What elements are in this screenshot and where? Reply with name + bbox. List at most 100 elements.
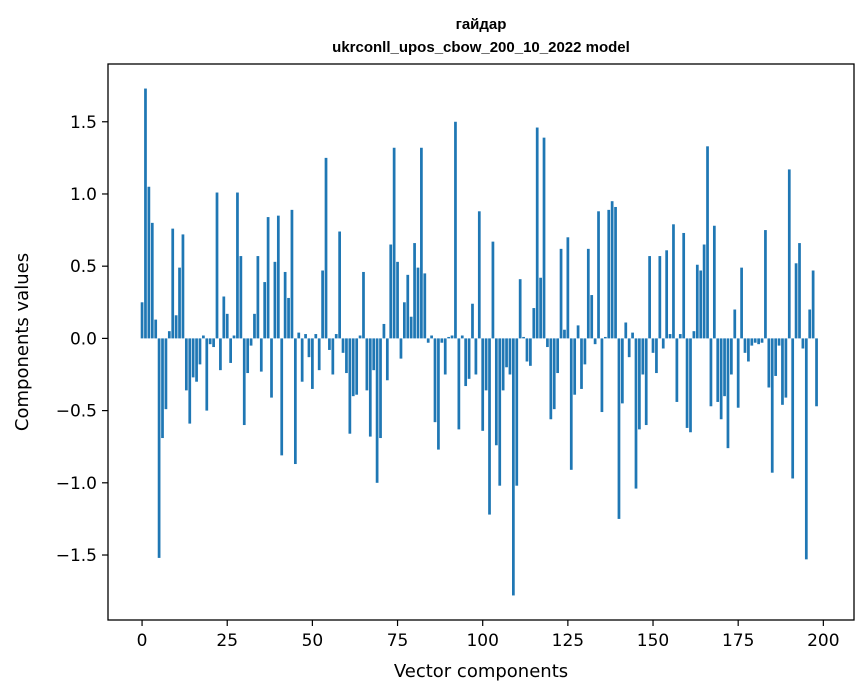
bar-194 xyxy=(801,338,805,349)
bar-177 xyxy=(743,338,747,353)
bar-80 xyxy=(413,243,416,339)
bar-13 xyxy=(184,338,188,391)
bar-106 xyxy=(501,338,505,391)
bar-171 xyxy=(723,338,726,397)
bar-21 xyxy=(212,338,215,348)
bar-46 xyxy=(297,332,301,339)
bar-185 xyxy=(770,338,774,473)
bar-162 xyxy=(692,331,696,339)
x-tick-label: 175 xyxy=(722,631,754,651)
bar-15 xyxy=(191,338,195,378)
bar-86 xyxy=(433,338,437,423)
bar-134 xyxy=(597,211,600,339)
bar-152 xyxy=(658,256,662,339)
bar-63 xyxy=(355,338,359,395)
bar-93 xyxy=(457,338,461,430)
bar-98 xyxy=(474,338,478,375)
bar-111 xyxy=(518,279,522,339)
bar-132 xyxy=(590,295,594,339)
bars-group xyxy=(140,88,818,596)
bar-176 xyxy=(740,267,743,339)
bar-10 xyxy=(174,315,178,339)
bar-33 xyxy=(253,313,256,339)
bar-87 xyxy=(437,338,440,450)
bar-41 xyxy=(280,338,284,456)
bar-109 xyxy=(512,338,515,596)
bar-192 xyxy=(794,263,798,339)
bar-167 xyxy=(709,338,713,407)
bar-3 xyxy=(150,222,154,339)
bar-187 xyxy=(777,338,781,346)
x-tick-label: 0 xyxy=(137,631,148,651)
bar-175 xyxy=(736,338,740,408)
bar-34 xyxy=(256,256,260,339)
bar-36 xyxy=(263,282,267,339)
x-tick-label: 125 xyxy=(552,631,584,651)
bar-44 xyxy=(290,209,294,339)
y-tick-label: 0.0 xyxy=(70,329,97,349)
bar-139 xyxy=(614,206,617,339)
bar-27 xyxy=(232,335,236,339)
y-tick-label: −1.0 xyxy=(56,474,97,494)
bar-137 xyxy=(607,209,611,339)
y-tick-label: −1.5 xyxy=(56,546,97,566)
bar-14 xyxy=(188,338,192,424)
bar-89 xyxy=(443,338,447,375)
bar-67 xyxy=(368,338,372,437)
bar-9 xyxy=(171,228,175,339)
bar-107 xyxy=(505,338,508,368)
bar-102 xyxy=(488,338,491,515)
x-tick-label: 50 xyxy=(302,631,324,651)
bar-81 xyxy=(416,267,420,339)
bar-38 xyxy=(270,338,273,398)
bar-120 xyxy=(549,338,553,420)
bar-73 xyxy=(389,244,393,339)
bar-122 xyxy=(556,338,560,374)
bar-101 xyxy=(484,338,488,391)
bar-25 xyxy=(225,313,229,339)
bar-110 xyxy=(515,338,519,486)
bar-145 xyxy=(634,338,638,489)
bar-30 xyxy=(242,338,246,426)
bar-29 xyxy=(239,256,243,339)
bar-28 xyxy=(236,192,239,339)
bar-117 xyxy=(539,277,542,339)
bar-56 xyxy=(331,338,335,375)
bar-116 xyxy=(535,127,539,339)
bar-115 xyxy=(532,308,536,339)
x-tick-label: 75 xyxy=(387,631,409,651)
bar-146 xyxy=(638,338,641,430)
bar-79 xyxy=(409,316,413,339)
bar-53 xyxy=(321,270,324,339)
bar-66 xyxy=(365,338,369,391)
bar-166 xyxy=(706,146,709,339)
x-tick-label: 100 xyxy=(466,631,498,651)
bar-19 xyxy=(205,338,209,411)
bar-127 xyxy=(573,338,577,395)
bar-91 xyxy=(450,335,454,339)
y-axis-label: Components values xyxy=(12,253,33,431)
bar-140 xyxy=(617,338,621,519)
bar-153 xyxy=(661,338,665,349)
bar-182 xyxy=(760,338,764,343)
bar-40 xyxy=(276,215,280,339)
bar-24 xyxy=(222,296,226,339)
bar-173 xyxy=(730,338,733,375)
bar-149 xyxy=(648,256,651,339)
bar-1 xyxy=(144,88,147,339)
bar-169 xyxy=(716,338,720,402)
x-axis-ticks: 0 25 50 75 100 125 150 175 200 xyxy=(137,620,840,651)
bar-58 xyxy=(338,231,341,339)
bar-52 xyxy=(317,338,321,371)
bar-123 xyxy=(559,248,563,339)
bar-97 xyxy=(471,303,474,339)
bar-50 xyxy=(311,338,314,389)
bar-189 xyxy=(784,338,788,398)
bar-150 xyxy=(651,338,655,353)
bar-96 xyxy=(467,338,471,379)
plot-frame xyxy=(107,63,855,621)
bar-72 xyxy=(385,338,389,381)
bar-198 xyxy=(815,338,818,407)
bar-65 xyxy=(362,271,365,339)
